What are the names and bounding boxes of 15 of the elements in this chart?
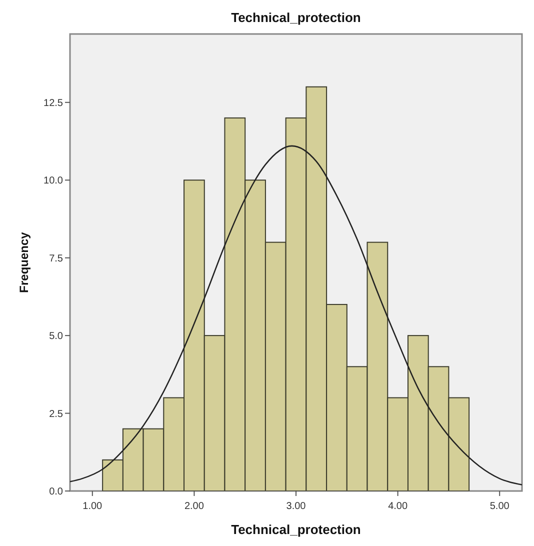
y-tick-label: 12.5: [44, 98, 64, 109]
y-tick-label: 5.0: [49, 331, 64, 342]
y-tick-label: 0.0: [49, 486, 64, 498]
y-axis-title: Frequency: [17, 232, 31, 293]
chart-title: Technical_protection: [231, 10, 361, 25]
x-axis-title: Technical_protection: [231, 522, 361, 537]
y-tick-label: 10.0: [44, 176, 64, 187]
line-series: [70, 145, 522, 486]
x-tick-label: 1.00: [82, 501, 103, 512]
x-tick-label: 5.00: [490, 501, 510, 512]
x-tick-label: 3.00: [286, 501, 306, 512]
x-tick-label: 2.00: [184, 501, 204, 512]
y-tick-label: 7.5: [49, 253, 64, 264]
x-tick-label: 4.00: [388, 501, 408, 512]
y-tick-label: 2.5: [49, 408, 64, 420]
